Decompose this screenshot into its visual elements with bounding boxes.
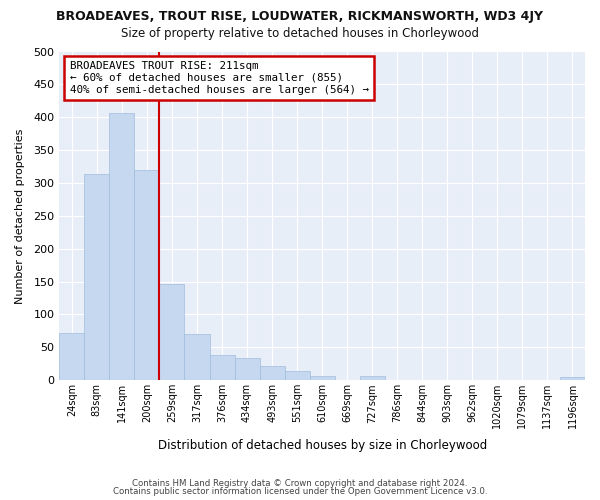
Bar <box>235 358 260 380</box>
Text: BROADEAVES TROUT RISE: 211sqm
← 60% of detached houses are smaller (855)
40% of : BROADEAVES TROUT RISE: 211sqm ← 60% of d… <box>70 62 369 94</box>
X-axis label: Distribution of detached houses by size in Chorleywood: Distribution of detached houses by size … <box>158 440 487 452</box>
Text: BROADEAVES, TROUT RISE, LOUDWATER, RICKMANSWORTH, WD3 4JY: BROADEAVES, TROUT RISE, LOUDWATER, RICKM… <box>56 10 544 23</box>
Text: Size of property relative to detached houses in Chorleywood: Size of property relative to detached ho… <box>121 28 479 40</box>
Bar <box>160 284 184 380</box>
Text: Contains HM Land Registry data © Crown copyright and database right 2024.: Contains HM Land Registry data © Crown c… <box>132 478 468 488</box>
Bar <box>360 376 385 380</box>
Bar <box>59 333 85 380</box>
Text: Contains public sector information licensed under the Open Government Licence v3: Contains public sector information licen… <box>113 487 487 496</box>
Bar <box>109 112 134 380</box>
Bar <box>284 371 310 380</box>
Y-axis label: Number of detached properties: Number of detached properties <box>15 128 25 304</box>
Bar <box>560 377 585 380</box>
Bar <box>209 356 235 380</box>
Bar <box>310 376 335 380</box>
Bar <box>85 174 109 380</box>
Bar <box>260 366 284 380</box>
Bar <box>184 334 209 380</box>
Bar <box>134 170 160 380</box>
